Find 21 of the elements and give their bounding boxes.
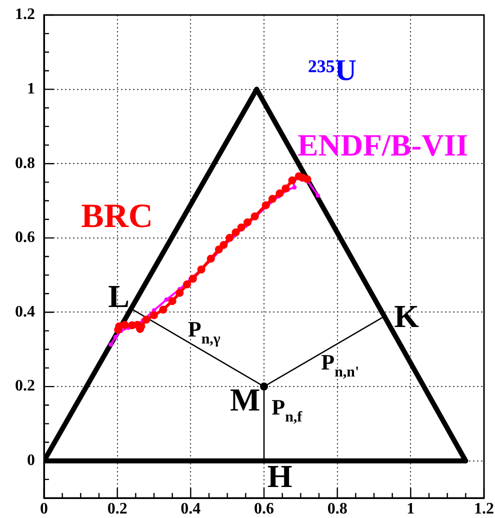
x-tick-label: 0 [40,500,48,518]
y-tick-label: 0.4 [15,303,35,320]
annotation: M [230,382,260,418]
y-tick-label: 0.8 [15,154,35,172]
x-tick-label: 1 [406,500,415,518]
annotation: L [108,278,130,314]
x-tick-label: 0.8 [327,500,348,518]
series-label: ENDF/B-VII [298,127,468,162]
x-tick-label: 1.2 [474,500,494,518]
series-label: BRC [81,198,153,236]
text: ²³⁵U [308,54,357,88]
y-tick-label: 1 [27,80,35,98]
y-tick-label: 0 [27,452,35,469]
y-tick-label: 0.2 [15,378,35,395]
y-tick-label: 0.6 [15,229,35,246]
annotation: H [267,458,292,494]
y-tick-label: 1.2 [15,6,35,24]
x-tick-label: 0.6 [254,500,274,518]
x-tick-label: 0.2 [107,500,128,518]
x-tick-label: 0.4 [180,500,201,518]
annotation: K [394,298,420,334]
